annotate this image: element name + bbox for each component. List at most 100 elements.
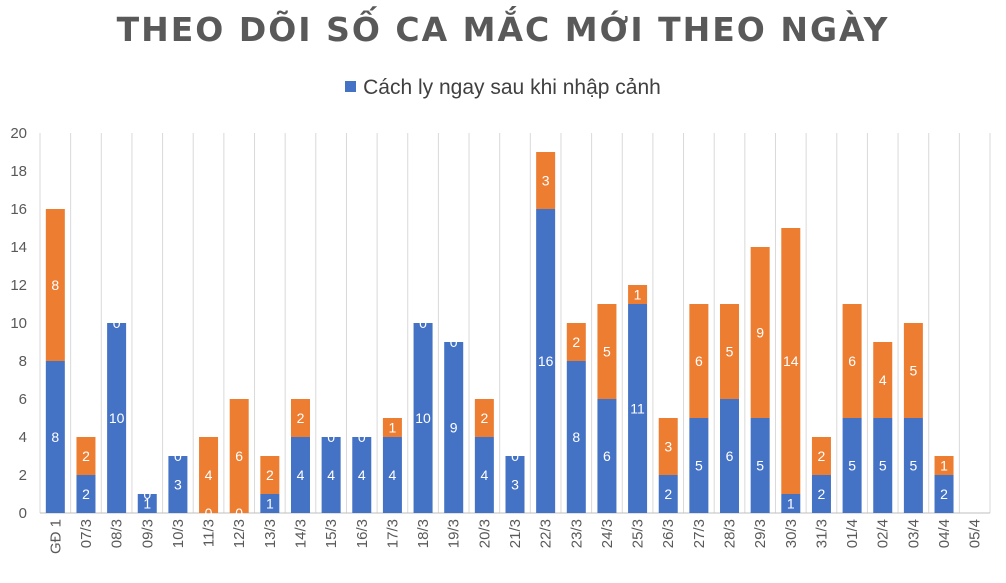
data-label-series2: 5: [726, 344, 734, 360]
data-label-series2: 1: [389, 420, 397, 436]
x-tick-label: 11/3: [201, 519, 218, 547]
bar-segment-series2: [566, 323, 586, 361]
bar-segment-series2: [45, 209, 65, 361]
data-label-series1: 1: [143, 496, 151, 512]
data-label-series2: 6: [235, 448, 243, 464]
y-tick-label: 6: [19, 391, 27, 408]
bar-segment-series1: [628, 304, 648, 513]
x-tick-label: 28/3: [722, 519, 739, 548]
bar-segment-series1: [107, 323, 127, 513]
bar-segment-series1: [444, 342, 464, 513]
data-label-series2: 6: [848, 353, 856, 369]
x-tick-label: 05/4: [967, 519, 984, 548]
data-label-series1: 8: [51, 429, 59, 445]
data-label-series1: 5: [909, 458, 917, 474]
chart-legend: Cách ly ngay sau khi nhập cảnh: [0, 76, 1006, 100]
bar-segment-series2: [811, 437, 831, 475]
data-label-series1: 16: [538, 353, 554, 369]
data-label-series2: 1: [634, 287, 642, 303]
data-label-series2: 0: [327, 429, 335, 445]
bar-segment-series2: [842, 304, 862, 418]
x-tick-label: 27/3: [691, 519, 708, 548]
x-tick-label: GĐ 1: [47, 519, 64, 554]
bar-segment-series1: [811, 475, 831, 513]
bar-segment-series1: [903, 418, 923, 513]
x-tick-label: 10/3: [170, 519, 187, 548]
data-label-series1: 4: [389, 467, 397, 483]
data-label-series2: 0: [511, 448, 519, 464]
y-tick-label: 0: [19, 505, 27, 522]
data-label-series1: 8: [572, 429, 580, 445]
bar-segment-series1: [536, 209, 556, 513]
bar-segment-series2: [658, 418, 678, 475]
x-tick-label: 20/3: [476, 519, 493, 548]
y-tick-label: 4: [19, 429, 27, 446]
data-label-series2: 0: [143, 486, 151, 502]
bar-segment-series2: [873, 342, 893, 418]
bar-segment-series1: [505, 456, 525, 513]
bar-segment-series1: [137, 494, 157, 513]
data-label-series2: 0: [174, 448, 182, 464]
bar-segment-series1: [750, 418, 770, 513]
x-tick-label: 08/3: [109, 519, 126, 548]
bar-segment-series2: [689, 304, 709, 418]
x-tick-label: 30/3: [783, 519, 800, 548]
y-tick-label: 20: [10, 125, 27, 142]
legend-label-series1: Cách ly ngay sau khi nhập cảnh: [363, 76, 661, 99]
data-label-series1: 2: [818, 486, 826, 502]
data-label-series1: 5: [756, 458, 764, 474]
data-label-series2: 3: [664, 439, 672, 455]
bar-segment-series2: [199, 437, 219, 513]
bar-segment-series1: [76, 475, 96, 513]
bar-segment-series2: [781, 228, 801, 494]
y-tick-label: 14: [10, 239, 27, 256]
data-label-series1: 6: [603, 448, 611, 464]
bar-segment-series2: [597, 304, 617, 399]
data-label-series2: 4: [879, 372, 887, 388]
x-tick-label: 07/3: [78, 519, 95, 548]
bar-segment-series2: [628, 285, 648, 304]
data-label-series2: 5: [603, 344, 611, 360]
x-tick-label: 22/3: [538, 519, 555, 548]
bar-segment-series1: [382, 437, 402, 513]
y-tick-label: 8: [19, 353, 27, 370]
bar-segment-series1: [873, 418, 893, 513]
x-tick-label: 19/3: [446, 519, 463, 548]
bar-segment-series1: [168, 456, 188, 513]
x-tick-label: 15/3: [323, 519, 340, 548]
data-label-series2: 0: [450, 334, 458, 350]
data-label-series1: 6: [726, 448, 734, 464]
x-tick-label: 17/3: [384, 519, 401, 548]
y-tick-label: 10: [10, 315, 27, 332]
data-label-series1: 2: [82, 486, 90, 502]
bar-segment-series1: [597, 399, 617, 513]
data-label-series2: 8: [51, 277, 59, 293]
data-label-series2: 0: [419, 315, 427, 331]
data-label-series1: 2: [664, 486, 672, 502]
x-tick-label: 09/3: [139, 519, 156, 548]
bar-segment-series2: [382, 418, 402, 437]
data-label-series2: 2: [818, 448, 826, 464]
bar-segment-series2: [903, 323, 923, 418]
data-label-series1: 5: [695, 458, 703, 474]
bar-segment-series1: [720, 399, 740, 513]
bar-segment-series1: [842, 418, 862, 513]
x-tick-label: 26/3: [660, 519, 677, 548]
data-label-series2: 2: [266, 467, 274, 483]
data-label-series1: 1: [266, 496, 274, 512]
y-tick-label: 2: [19, 467, 27, 484]
data-label-series2: 14: [783, 353, 799, 369]
x-tick-label: 29/3: [752, 519, 769, 548]
data-label-series2: 0: [358, 429, 366, 445]
data-label-series2: 6: [695, 353, 703, 369]
bar-segment-series1: [413, 323, 433, 513]
x-tick-label: 02/4: [875, 519, 892, 548]
bar-segment-series1: [45, 361, 65, 513]
x-tick-label: 21/3: [507, 519, 524, 548]
x-tick-label: 13/3: [262, 519, 279, 548]
data-label-series1: 5: [879, 458, 887, 474]
data-label-series2: 5: [909, 363, 917, 379]
bar-segment-series2: [750, 247, 770, 418]
x-tick-label: 14/3: [292, 519, 309, 548]
